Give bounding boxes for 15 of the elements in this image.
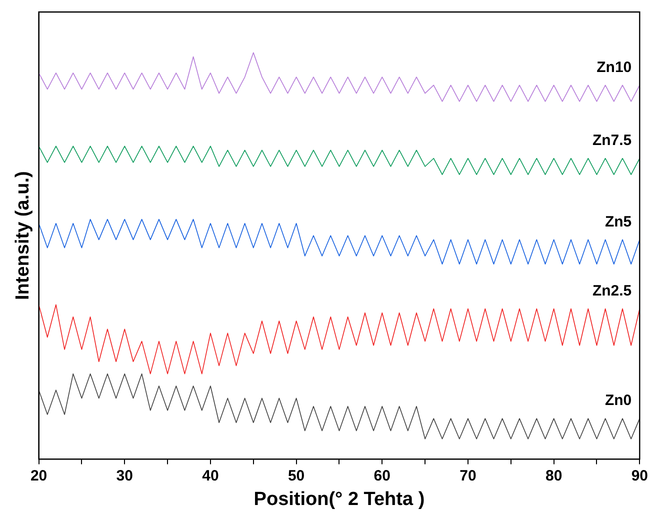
x-tick-label: 60 [374,467,390,484]
series-label: Zn10 [596,58,632,76]
x-tick-label: 80 [545,467,562,484]
x-tick-label: 30 [116,467,133,484]
x-tick-label: 90 [631,467,648,484]
x-tick-label: 50 [288,467,305,484]
x-tick-label: 20 [30,467,48,484]
series-label: Zn0 [604,392,632,410]
series-label: Zn7.5 [592,132,632,149]
series-label: Zn2.5 [592,282,632,300]
series-label: Zn5 [604,213,632,230]
x-tick-label: 40 [202,467,219,484]
x-tick-label: 70 [460,467,476,484]
y-axis-title: Intensity (a.u.) [12,171,34,300]
x-axis-title: Position(° 2 Tehta ) [254,488,425,510]
